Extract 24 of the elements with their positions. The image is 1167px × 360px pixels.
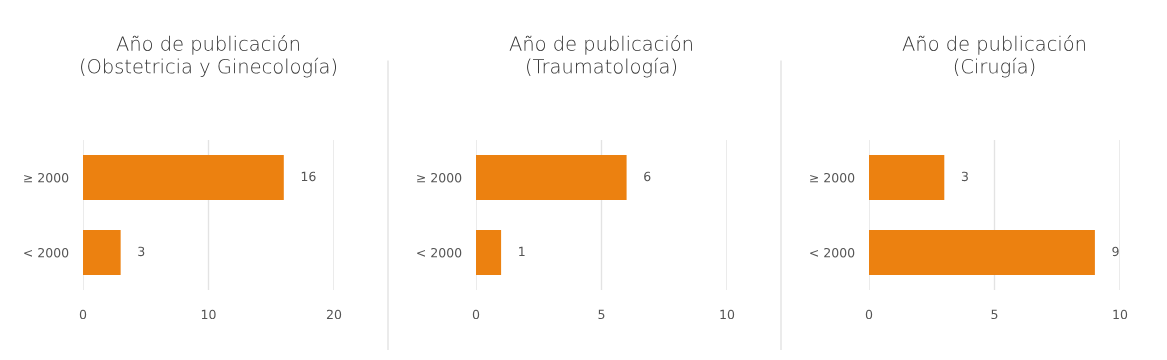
chart-title: Año de publicación (Traumatología) <box>509 35 692 78</box>
x-tick-label: 10 <box>1113 309 1128 320</box>
data-label: 6 <box>644 171 651 182</box>
y-tick-label: < 2000 <box>810 247 855 258</box>
x-tick-label: 20 <box>326 309 342 320</box>
data-label: 16 <box>301 171 316 182</box>
data-label: 3 <box>961 171 968 182</box>
data-label: 1 <box>519 246 525 256</box>
y-tick-label: ≥ 2000 <box>24 172 69 183</box>
x-tick-label: 0 <box>472 309 480 320</box>
x-tick-label: 10 <box>201 309 216 320</box>
x-tick-label: 0 <box>79 309 87 320</box>
y-tick-label: < 2000 <box>24 247 69 258</box>
y-tick-label: ≥ 2000 <box>810 172 855 183</box>
x-tick-label: 10 <box>720 309 735 320</box>
y-tick-label: ≥ 2000 <box>417 172 462 183</box>
x-tick-label: 5 <box>991 309 998 320</box>
data-label: 9 <box>1112 246 1119 257</box>
x-tick-label: 5 <box>598 309 605 320</box>
x-tick-label: 0 <box>865 309 873 320</box>
y-tick-label: < 2000 <box>417 247 462 258</box>
chart-title: Año de publicación (Obstetricia y Ginecología) <box>81 35 337 78</box>
data-label: 3 <box>138 246 145 257</box>
chart-title: Año de publicación (Cirugía) <box>902 35 1085 78</box>
